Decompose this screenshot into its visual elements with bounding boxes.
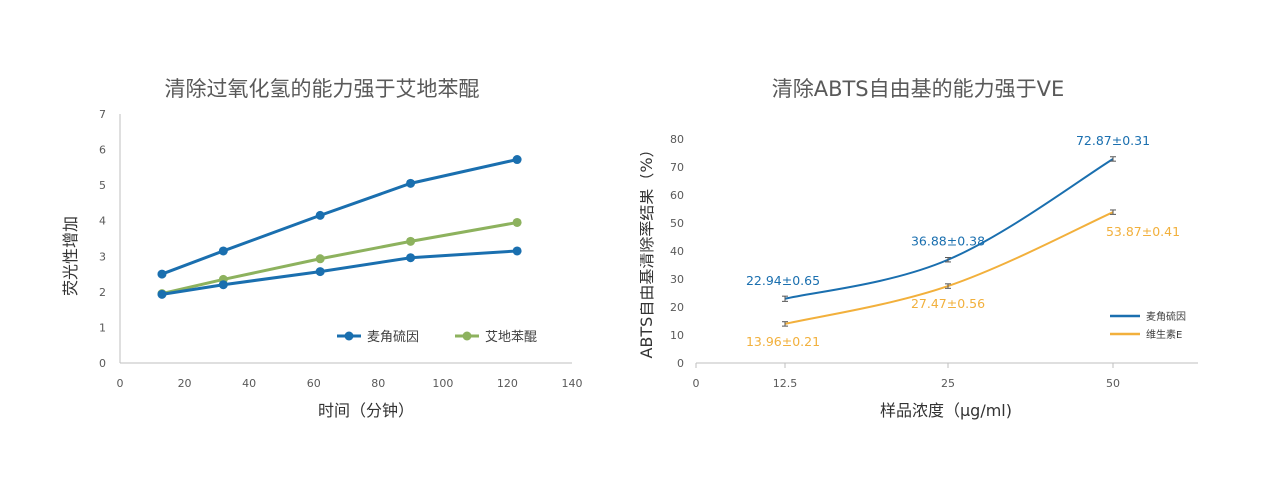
y-tick-label: 5 xyxy=(99,179,106,192)
x-tick-label: 60 xyxy=(307,377,321,390)
series-line xyxy=(161,249,518,296)
chart1-title: 清除过氧化氢的能力强于艾地苯醌 xyxy=(165,77,480,101)
data-point xyxy=(218,246,228,256)
legend-label: 麦角硫因 xyxy=(1146,310,1186,323)
y-tick-label: 10 xyxy=(670,329,684,342)
y-tick-label: 60 xyxy=(670,189,684,202)
y-tick-label: 20 xyxy=(670,301,684,314)
y-tick-label: 50 xyxy=(670,217,684,230)
data-label: 27.47±0.56 xyxy=(911,296,985,311)
data-label: 13.96±0.21 xyxy=(746,334,820,349)
data-point xyxy=(315,267,325,277)
x-tick-label: 50 xyxy=(1106,377,1120,390)
y-tick-label: 7 xyxy=(99,108,106,121)
series-line xyxy=(161,158,518,276)
x-tick-label: 0 xyxy=(117,377,124,390)
x-tick-label: 25 xyxy=(941,377,955,390)
data-point xyxy=(315,254,325,264)
y-tick-label: 70 xyxy=(670,161,684,174)
x-tick-label: 20 xyxy=(178,377,192,390)
chart1-xlabel: 时间（分钟） xyxy=(318,401,414,420)
data-point xyxy=(512,217,522,227)
data-point xyxy=(512,246,522,256)
chart2-xlabel: 样品浓度（μg/ml) xyxy=(880,401,1012,420)
data-point xyxy=(218,280,228,290)
y-tick-label: 6 xyxy=(99,144,106,157)
data-point xyxy=(512,155,522,165)
x-tick-label: 140 xyxy=(562,377,583,390)
data-point xyxy=(406,253,416,263)
y-tick-label: 80 xyxy=(670,133,684,146)
legend-marker xyxy=(462,331,472,341)
data-label: 72.87±0.31 xyxy=(1076,133,1150,148)
chart1-ylabel: 荧光性增加 xyxy=(61,216,80,296)
x-tick-label: 100 xyxy=(432,377,453,390)
legend-label: 维生素E xyxy=(1146,328,1182,341)
data-point xyxy=(157,269,167,279)
x-tick-label: 40 xyxy=(242,377,256,390)
chart2-title: 清除ABTS自由基的能力强于VE xyxy=(772,77,1065,101)
data-label: 53.87±0.41 xyxy=(1106,224,1180,239)
legend-marker xyxy=(344,331,354,341)
legend-label: 麦角硫因 xyxy=(367,330,419,345)
y-tick-label: 2 xyxy=(99,286,106,299)
y-tick-label: 4 xyxy=(99,215,106,228)
x-tick-label: 80 xyxy=(371,377,385,390)
series-line xyxy=(161,221,518,296)
y-tick-label: 1 xyxy=(99,321,106,334)
hydrogen-peroxide-chart: 清除过氧化氢的能力强于艾地苯醌 荧光性增加 时间（分钟） 0 1 2 3 4 5 6 7 0 20… xyxy=(61,77,583,420)
y-tick-label: 30 xyxy=(670,273,684,286)
y-tick-label: 0 xyxy=(99,357,106,370)
data-point xyxy=(315,210,325,220)
x-tick-label: 12.5 xyxy=(773,377,798,390)
series-line xyxy=(784,158,1114,300)
data-label: 22.94±0.65 xyxy=(746,273,820,288)
y-tick-label: 40 xyxy=(670,245,684,258)
legend-label: 艾地苯醌 xyxy=(485,330,537,345)
data-point xyxy=(157,289,167,299)
y-tick-label: 3 xyxy=(99,250,106,263)
y-tick-label: 0 xyxy=(677,357,684,370)
data-point xyxy=(406,236,416,246)
chart2-ylabel: ABTS自由基清除率结果（%） xyxy=(640,141,656,358)
data-point xyxy=(406,178,416,188)
x-tick-label: 120 xyxy=(497,377,518,390)
data-label: 36.88±0.38 xyxy=(911,234,985,249)
x-tick-label: 0 xyxy=(693,377,700,390)
abts-chart: 清除ABTS自由基的能力强于VE ABTS自由基清除率结果（%） 样品浓度（μg… xyxy=(640,77,1198,420)
